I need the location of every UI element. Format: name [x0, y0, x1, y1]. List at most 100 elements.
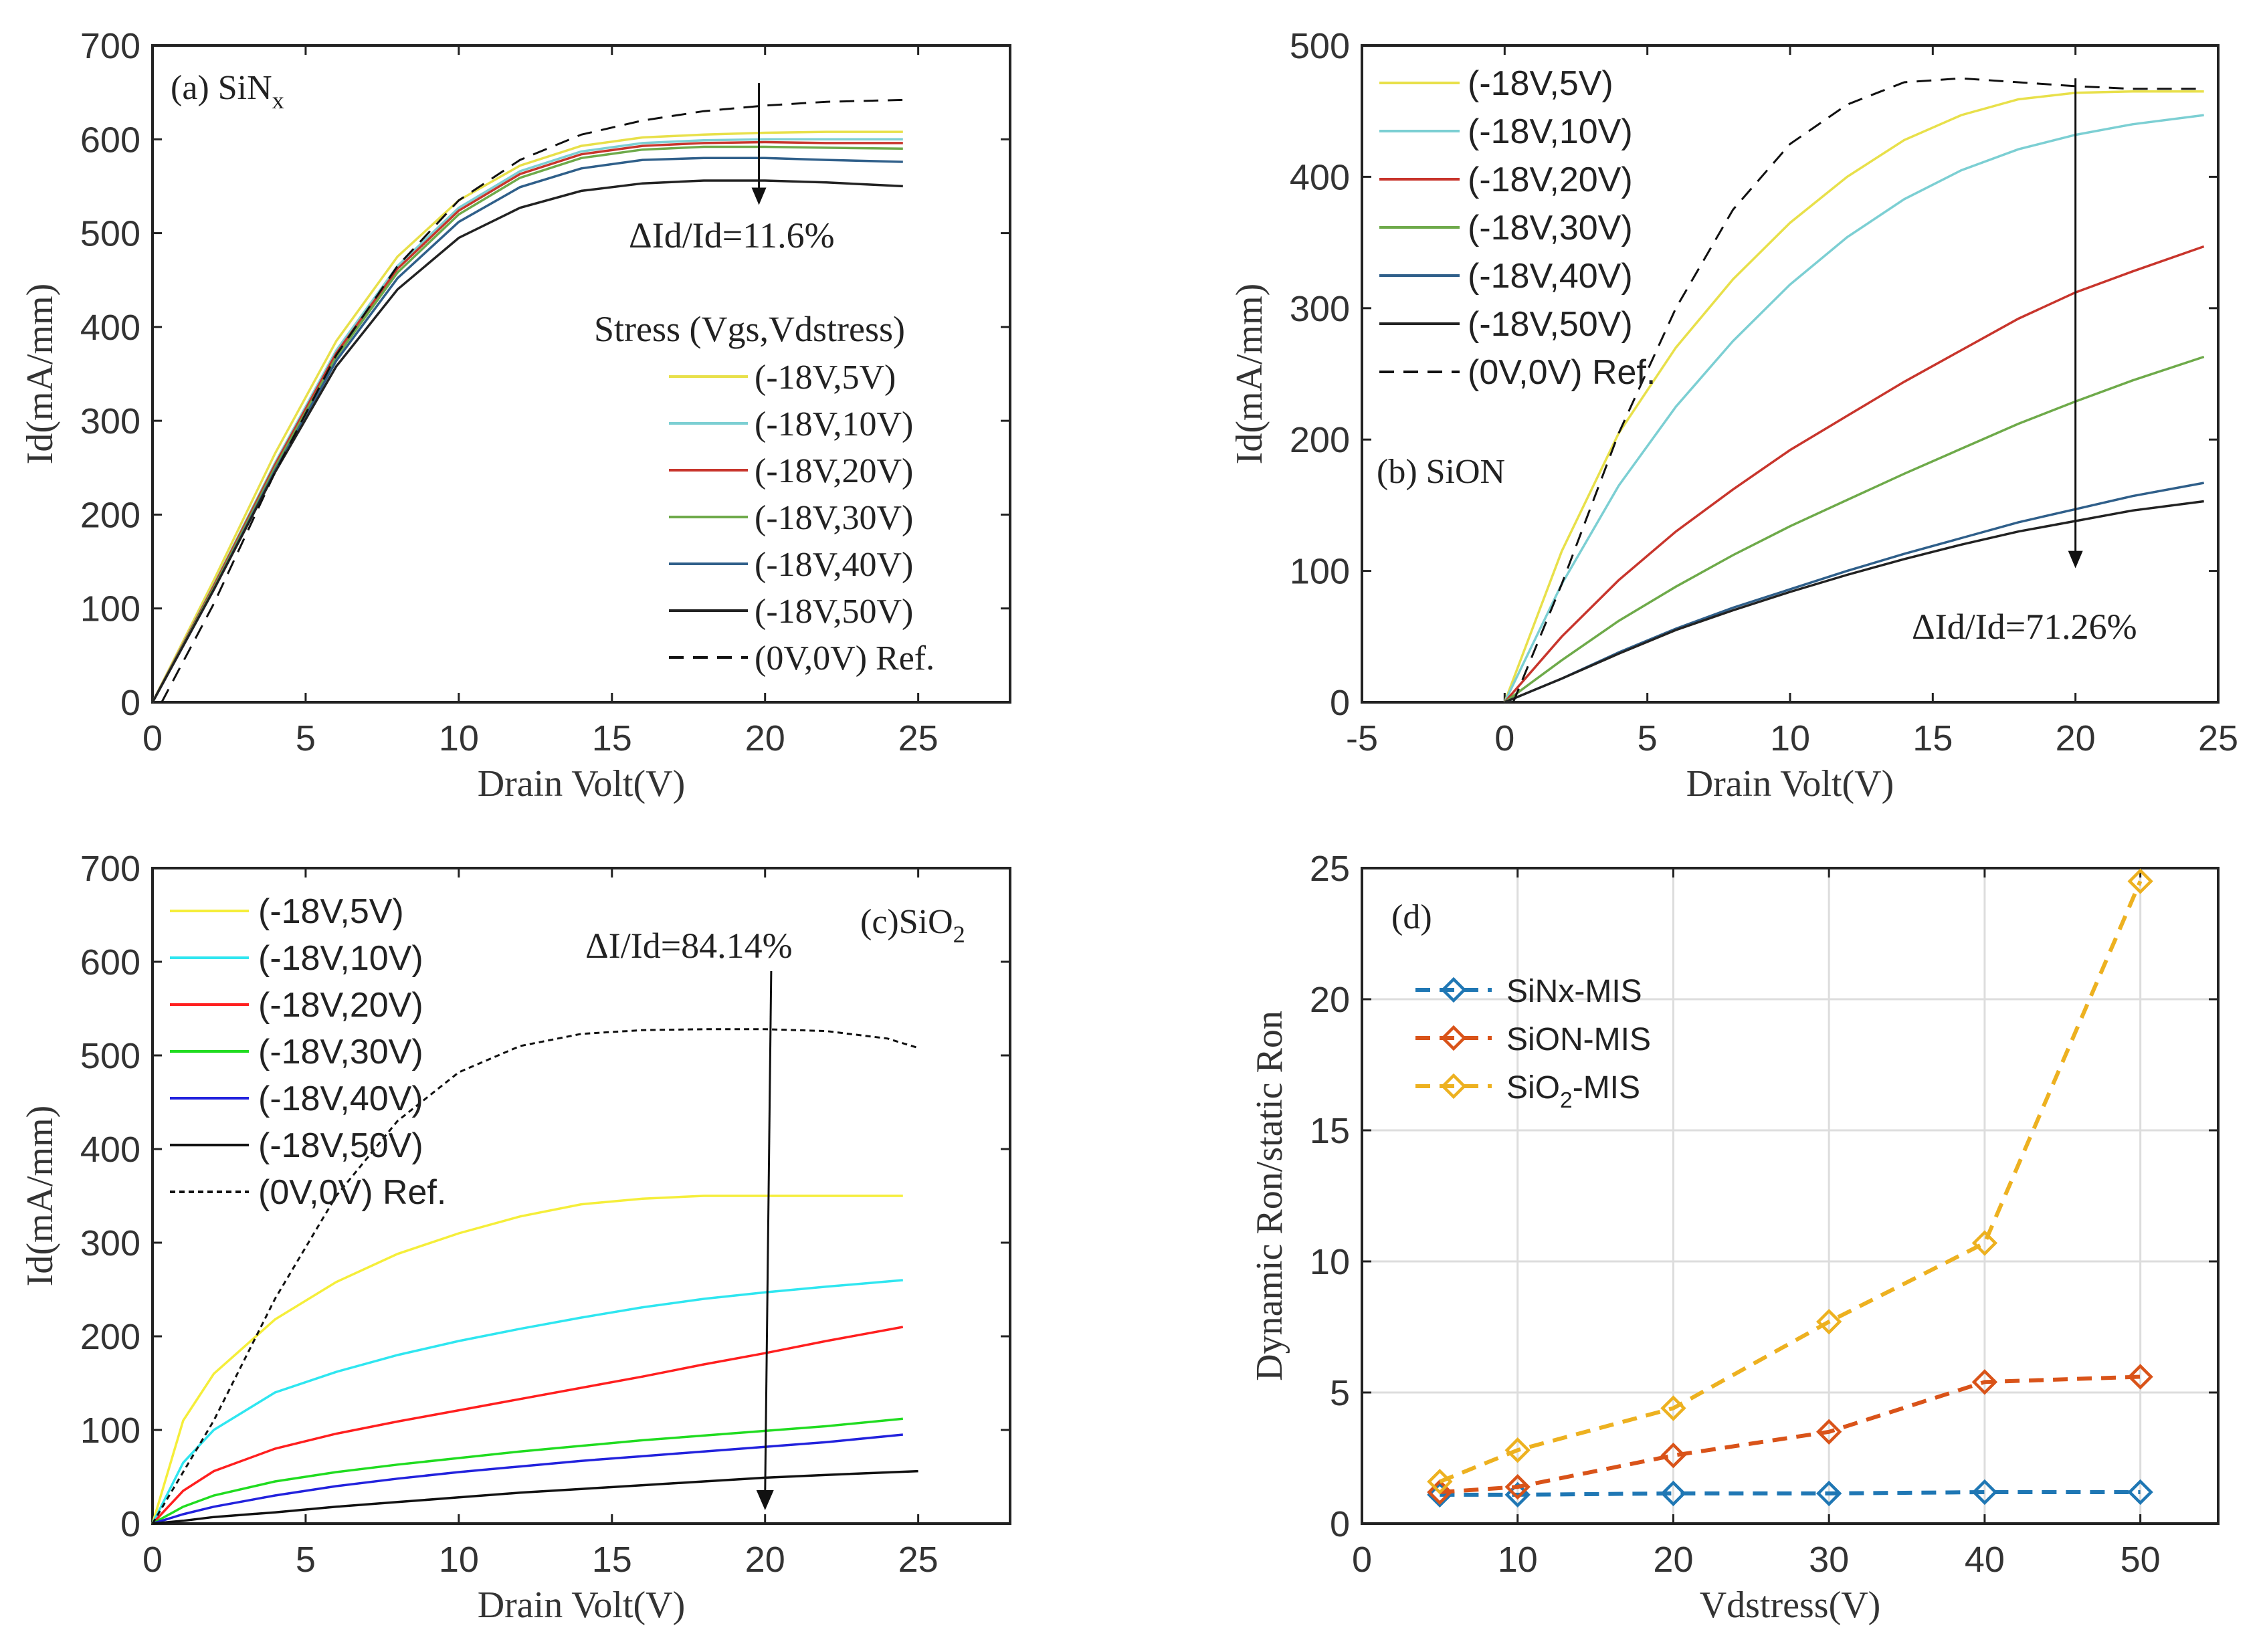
annotation: ΔI/Id=84.14% [585, 926, 793, 966]
y-tick-label: 15 [1310, 1111, 1350, 1151]
x-tick-label: 5 [296, 718, 316, 758]
legend-marker [1440, 1073, 1467, 1100]
legend-title: Stress (Vgs,Vdstress) [594, 309, 905, 349]
y-tick-label: 0 [120, 1504, 140, 1544]
legend-entry: (-18V,50V) [755, 593, 913, 631]
y-tick-label: 400 [1290, 157, 1350, 197]
y-tick-label: 25 [1310, 849, 1350, 889]
y-tick-label: 100 [80, 1411, 140, 1451]
y-tick-label: 200 [80, 1317, 140, 1357]
y-axis-label: Id(mA/mm) [1229, 284, 1270, 465]
legend-entry: SiON-MIS [1506, 1022, 1651, 1057]
panel-d: 0 10 20 30 40 50 0 5 10 15 20 25 Vdstress(V) Dynamic … [1249, 849, 2220, 1626]
data-point [2127, 868, 2153, 894]
series-line [151, 140, 903, 703]
legend-marker [1440, 1025, 1467, 1051]
series-line [151, 145, 903, 703]
plot-frame [151, 867, 1011, 1525]
x-tick-label: 20 [745, 1540, 785, 1580]
panel-c: 0 5 10 15 20 25 0 100 200 300 400 500 600 700 Drain Vo… [19, 849, 1011, 1626]
x-tick-label: 15 [1912, 718, 1953, 758]
legend-entry: SiO2-MIS [1506, 1070, 1640, 1113]
data-point [1815, 1480, 1842, 1507]
series-line [1440, 1374, 2141, 1494]
y-tick-label: 700 [80, 849, 140, 889]
x-tick-label: 10 [439, 718, 479, 758]
delta-arrow-head [756, 1490, 774, 1510]
x-tick-label: 15 [592, 718, 632, 758]
delta-arrow-head [751, 187, 767, 205]
x-axis-label: Vdstress(V) [1700, 1584, 1881, 1626]
x-tick-label: 25 [898, 1540, 939, 1580]
annotation: ΔId/Id=11.6% [629, 215, 835, 255]
legend-entry: (-18V,5V) [258, 892, 404, 931]
data-point [1971, 1479, 1998, 1506]
series-line [151, 1195, 903, 1524]
legend-entry: (-18V,20V) [1468, 161, 1633, 199]
x-tick-label: 15 [592, 1540, 632, 1580]
x-tick-label: 0 [142, 1540, 163, 1580]
legend-entry: (-18V,40V) [258, 1079, 423, 1118]
legend-entry: SiNx-MIS [1506, 974, 1642, 1009]
y-tick-label: 400 [80, 1130, 140, 1170]
x-axis-label: Drain Volt(V) [478, 763, 686, 805]
x-tick-label: 20 [2056, 718, 2096, 758]
x-tick-label: 40 [1965, 1540, 2005, 1580]
data-point [1815, 1419, 1842, 1445]
y-tick-label: 500 [1290, 26, 1350, 66]
panel-label: (b) SiON [1377, 453, 1505, 491]
series-line [151, 1326, 904, 1525]
data-point [1504, 1437, 1531, 1463]
legend-entry: (-18V,5V) [755, 358, 896, 397]
legend-entry: (-18V,10V) [755, 405, 913, 443]
data-point [2127, 1364, 2153, 1390]
legend-entry: (-18V,30V) [258, 1033, 423, 1071]
delta-arrow [764, 970, 773, 1496]
x-tick-label: 0 [1494, 718, 1514, 758]
y-tick-label: 100 [80, 589, 140, 629]
legend-entry: (0V,0V) Ref. [1468, 353, 1656, 392]
series-line [152, 1469, 918, 1525]
legend-entry: (0V,0V) Ref. [755, 639, 934, 678]
series-line [151, 1279, 903, 1524]
x-axis-label: Drain Volt(V) [1686, 763, 1894, 805]
x-tick-label: 0 [1352, 1540, 1372, 1580]
legend-entry: (-18V,10V) [258, 939, 423, 978]
legend-entry: (-18V,20V) [755, 452, 913, 490]
data-point [1504, 1473, 1531, 1500]
legend-entry: (-18V,40V) [1468, 257, 1633, 296]
legend-entry: (-18V,30V) [1468, 209, 1633, 247]
delta-arrow-head [2068, 550, 2083, 569]
legend-entry: (-18V,10V) [1468, 112, 1633, 151]
legend-entry: (-18V,20V) [258, 986, 423, 1025]
legend-entry: (-18V,50V) [1468, 305, 1633, 344]
x-tick-label: 20 [1653, 1540, 1693, 1580]
y-tick-label: 300 [1290, 289, 1350, 329]
data-point [1427, 1469, 1453, 1495]
x-tick-label: 25 [898, 718, 939, 758]
data-point [1660, 1480, 1686, 1507]
series-line [1504, 500, 2204, 704]
series-line [152, 1433, 903, 1525]
y-tick-label: 0 [1330, 683, 1350, 723]
y-axis-label: Id(mA/mm) [19, 284, 61, 465]
series-line [1440, 1490, 2141, 1497]
panel-a: 0 5 10 15 20 25 0 100 200 300 400 500 600 700 Drain Vo… [19, 26, 1011, 805]
series-line [1439, 880, 2143, 1484]
panel-label: (d) [1391, 898, 1432, 936]
legend-entry: (-18V,40V) [755, 546, 913, 584]
y-tick-label: 100 [1290, 552, 1350, 592]
y-tick-label: 500 [80, 214, 140, 254]
data-point [1660, 1395, 1686, 1421]
y-tick-label: 600 [80, 120, 140, 160]
panel-label: (a) SiNx [171, 69, 284, 114]
y-tick-label: 0 [120, 683, 140, 723]
x-tick-label: 30 [1809, 1540, 1849, 1580]
annotation: ΔId/Id=71.26% [1912, 607, 2137, 647]
data-point [1971, 1369, 1998, 1395]
y-tick-label: 200 [1290, 420, 1350, 460]
x-tick-label: 25 [2198, 718, 2238, 758]
legend-entry: (0V,0V) Ref. [258, 1173, 446, 1212]
